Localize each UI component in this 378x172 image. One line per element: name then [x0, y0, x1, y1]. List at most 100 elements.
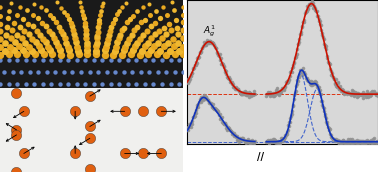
Point — [304, 78, 310, 81]
Point — [57, 83, 63, 86]
Point — [159, 58, 165, 61]
Point — [277, 140, 284, 143]
Point — [281, 137, 287, 139]
Point — [231, 86, 237, 89]
Point — [228, 80, 234, 83]
Point — [282, 134, 288, 136]
Point — [328, 74, 335, 76]
Point — [186, 80, 192, 83]
Point — [238, 138, 244, 140]
Point — [364, 90, 370, 93]
Point — [126, 38, 132, 40]
Point — [344, 91, 350, 94]
Point — [200, 45, 206, 48]
Point — [160, 5, 166, 8]
Point — [230, 132, 236, 135]
Point — [280, 87, 286, 90]
Point — [308, 80, 314, 83]
Point — [350, 90, 356, 93]
Point — [276, 94, 282, 97]
Point — [284, 131, 290, 133]
Point — [83, 37, 89, 39]
Point — [332, 138, 338, 141]
Point — [247, 139, 253, 142]
Point — [330, 75, 336, 78]
Point — [201, 94, 207, 97]
Point — [114, 41, 120, 44]
Point — [331, 138, 337, 140]
Point — [302, 11, 308, 14]
Point — [285, 81, 291, 83]
Point — [219, 121, 225, 124]
Point — [40, 83, 46, 86]
Point — [193, 61, 199, 63]
Point — [129, 71, 135, 73]
Point — [36, 71, 42, 73]
Point — [142, 45, 148, 48]
Point — [206, 42, 212, 44]
Point — [240, 91, 246, 93]
Point — [373, 141, 378, 143]
Point — [84, 42, 90, 45]
Point — [237, 138, 243, 141]
Point — [307, 83, 313, 85]
Point — [40, 53, 46, 56]
Point — [312, 8, 318, 11]
Point — [73, 41, 79, 43]
Point — [57, 58, 63, 61]
Point — [69, 25, 75, 28]
Point — [128, 52, 134, 55]
Point — [200, 98, 206, 101]
Point — [249, 141, 256, 144]
Point — [369, 90, 375, 93]
Point — [245, 94, 251, 96]
Point — [319, 100, 325, 103]
Point — [333, 138, 339, 141]
Point — [331, 78, 337, 81]
Point — [176, 49, 182, 52]
Point — [347, 138, 353, 141]
Point — [218, 117, 224, 119]
Point — [3, 34, 9, 37]
Point — [306, 80, 312, 83]
Point — [169, 38, 175, 41]
Point — [65, 45, 71, 48]
Point — [186, 76, 192, 79]
Point — [352, 94, 358, 97]
Point — [231, 85, 237, 88]
Point — [180, 52, 186, 55]
Point — [193, 109, 199, 112]
Point — [67, 53, 73, 56]
Point — [205, 42, 211, 45]
Point — [195, 56, 201, 58]
Point — [281, 88, 287, 91]
Point — [371, 90, 377, 93]
Point — [208, 42, 214, 45]
Point — [229, 83, 235, 86]
Point — [374, 94, 378, 97]
Point — [106, 33, 112, 36]
Point — [43, 25, 49, 28]
Point — [61, 71, 67, 73]
Point — [231, 132, 237, 135]
Point — [248, 140, 254, 143]
Point — [26, 33, 32, 35]
Point — [185, 41, 191, 44]
Point — [23, 53, 29, 55]
Point — [180, 71, 186, 73]
Point — [200, 95, 206, 98]
Point — [82, 29, 88, 31]
Point — [218, 62, 224, 65]
Point — [95, 25, 101, 28]
Point — [61, 10, 67, 13]
Point — [122, 110, 128, 113]
Point — [285, 123, 291, 126]
Point — [5, 17, 11, 19]
Point — [297, 32, 304, 35]
Point — [349, 89, 355, 92]
Point — [87, 95, 93, 98]
Point — [1, 71, 7, 73]
Point — [150, 83, 156, 86]
Point — [239, 93, 245, 95]
Point — [53, 21, 59, 24]
